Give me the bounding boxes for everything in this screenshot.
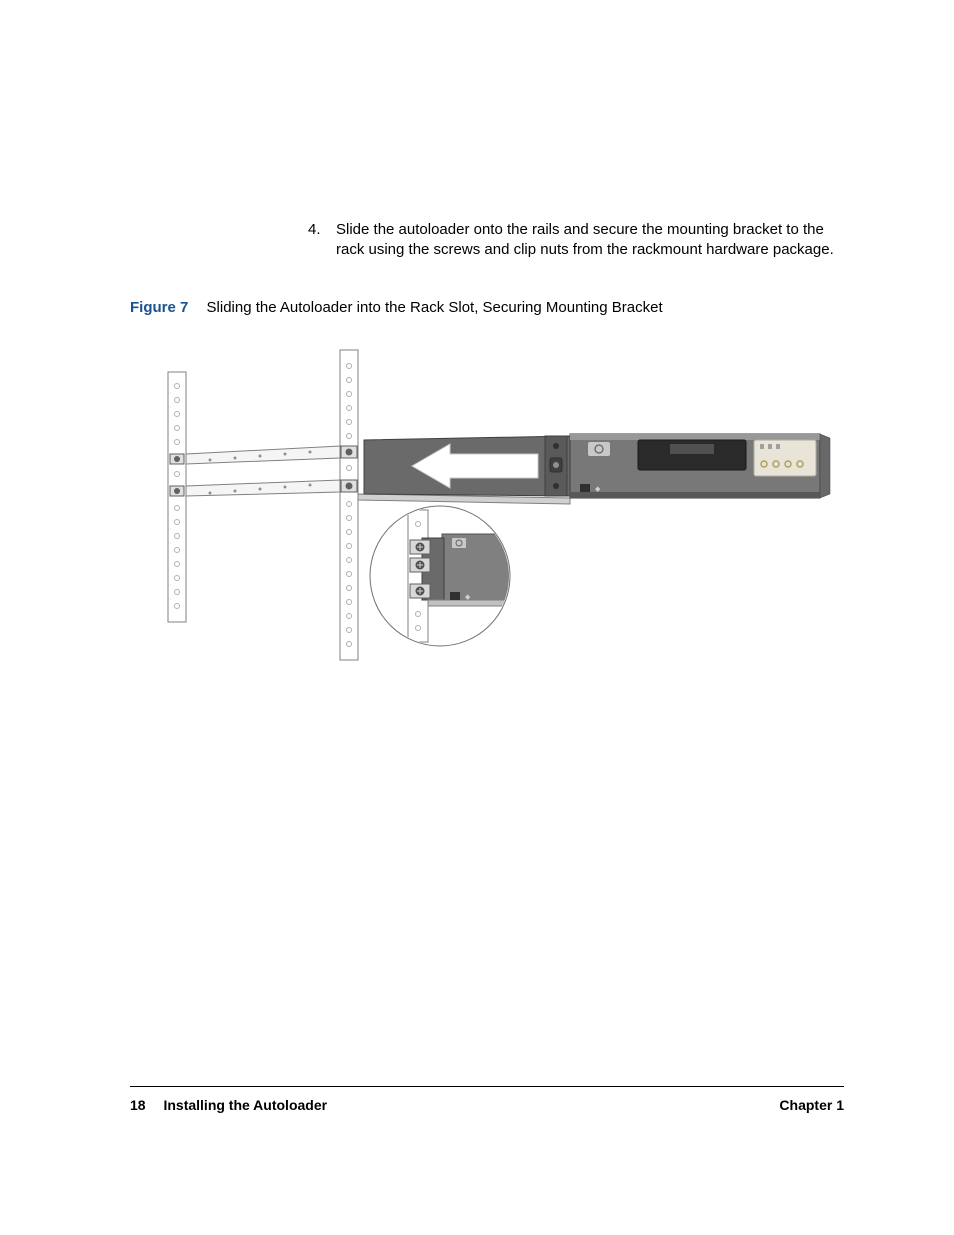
svg-text:◆: ◆ xyxy=(465,594,471,601)
chapter-label: Chapter 1 xyxy=(779,1097,844,1113)
detail-inset: ◆ xyxy=(370,506,512,646)
figure-label: Figure 7 xyxy=(130,299,188,316)
left-rack-post xyxy=(168,372,186,622)
step-text: Slide the autoloader onto the rails and … xyxy=(336,220,844,259)
page-number: 18 xyxy=(130,1097,146,1113)
section-title: Installing the Autoloader xyxy=(163,1097,327,1113)
right-rack-post xyxy=(340,350,358,660)
figure-caption: Figure 7 Sliding the Autoloader into the… xyxy=(130,299,844,316)
page-footer: 18 Installing the Autoloader Chapter 1 xyxy=(130,1086,844,1113)
rack-install-diagram: ◆ xyxy=(140,346,840,666)
page-content: 4. Slide the autoloader onto the rails a… xyxy=(130,220,844,666)
svg-text:◆: ◆ xyxy=(595,486,601,493)
footer-left: 18 Installing the Autoloader xyxy=(130,1097,327,1113)
autoloader-device: ◆ xyxy=(358,434,830,504)
rack-rails xyxy=(186,446,340,496)
instruction-step: 4. Slide the autoloader onto the rails a… xyxy=(308,220,844,259)
step-number: 4. xyxy=(308,220,336,259)
figure-title: Sliding the Autoloader into the Rack Slo… xyxy=(207,299,663,316)
